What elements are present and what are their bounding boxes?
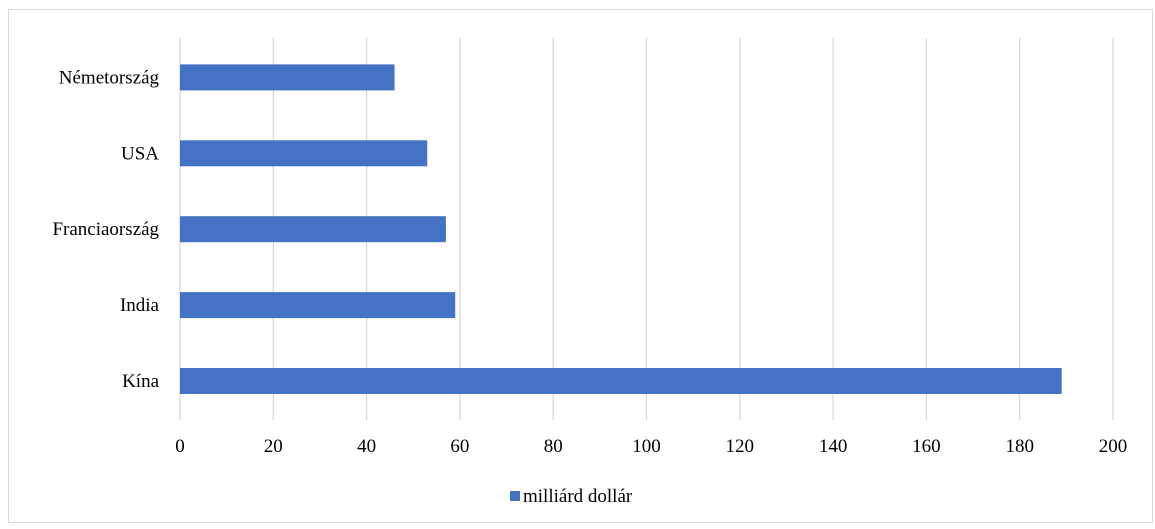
x-tick-label: 0 [175, 436, 185, 457]
bars [180, 64, 1062, 394]
bar [180, 140, 428, 167]
gridlines [179, 38, 1114, 420]
bar [180, 368, 1062, 394]
x-tick-label: 180 [1005, 436, 1034, 457]
bar [180, 64, 395, 91]
x-tick-label: 160 [912, 436, 941, 457]
x-tick-label: 200 [1099, 436, 1128, 457]
x-tick-label: 100 [632, 436, 661, 457]
category-label: Kína [122, 371, 160, 392]
x-tick-label: 40 [357, 436, 376, 457]
category-labels: Kína India Franciaország USA Németország [52, 67, 159, 392]
legend-label: milliárd dollár [523, 486, 633, 507]
x-tick-label: 20 [264, 436, 283, 457]
category-label: Franciaország [52, 219, 159, 240]
x-tick-label: 60 [450, 436, 469, 457]
x-tick-label: 140 [819, 436, 848, 457]
category-label: Németország [59, 67, 160, 88]
chart-frame [8, 9, 1153, 523]
bar [180, 216, 446, 243]
category-label: USA [121, 143, 159, 164]
x-tick-label: 120 [726, 436, 755, 457]
legend-swatch [510, 491, 520, 501]
bar [180, 292, 456, 319]
x-tick-label: 80 [544, 436, 563, 457]
legend: milliárd dollár [510, 486, 633, 507]
category-label: India [120, 295, 160, 316]
x-axis-tick-labels: 0 20 40 60 80 100 120 140 160 180 200 [175, 436, 1127, 457]
